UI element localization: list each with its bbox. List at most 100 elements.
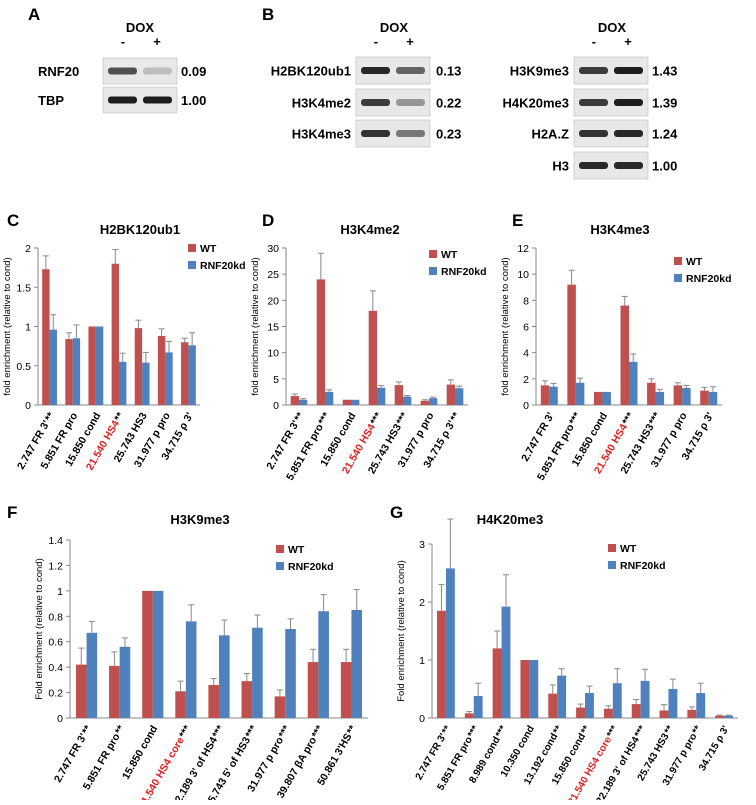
bar-rnf20kd: [49, 329, 57, 405]
bar-wt: [208, 684, 219, 718]
blot-plus-sign: +: [153, 34, 161, 49]
y-tick-label: 0: [273, 400, 279, 412]
y-tick-label: 0: [57, 713, 63, 725]
bar-wt: [620, 305, 629, 405]
blot-row-label: H3K9me3: [510, 64, 569, 79]
y-tick-label: 1.5: [16, 282, 31, 294]
bar-wt: [647, 382, 656, 405]
bar-wt: [65, 339, 73, 405]
bar-rnf20kd: [351, 399, 360, 405]
bar-wt: [368, 310, 377, 405]
bar-rnf20kd: [351, 609, 363, 718]
bar-rnf20kd: [629, 361, 638, 405]
legend-label: WT: [441, 249, 458, 261]
blot-band-plus: [143, 67, 172, 75]
panel-letter-f: F: [7, 503, 17, 522]
bar-rnf20kd: [575, 382, 585, 405]
bar-wt: [316, 279, 325, 405]
panel-letter-b: B: [262, 5, 274, 24]
legend-label: WT: [620, 543, 637, 555]
blot-panel-A: A DOX- + RNF20 0.09 TBP 1.00: [28, 5, 206, 114]
y-tick-label: 4: [523, 348, 529, 360]
blot-band-minus: [361, 130, 390, 137]
y-axis-label: fold enrichment (relative to cond): [250, 257, 261, 395]
bar-rnf20kd: [119, 361, 127, 405]
legend-swatch-rnf20kd: [674, 274, 682, 282]
blot-ratio: 0.22: [436, 96, 461, 111]
panel-letter-d: D: [262, 211, 274, 230]
chart-title: H2BK120ub1: [100, 222, 180, 237]
blot-band-minus: [108, 96, 137, 104]
legend-swatch-wt: [608, 544, 616, 552]
bar-wt: [437, 610, 446, 718]
bar-rnf20kd: [377, 387, 386, 405]
legend-label: WT: [200, 243, 217, 255]
chart-title: H4K20me3: [477, 512, 544, 527]
bar-rnf20kd: [640, 680, 650, 718]
blot-band-plus: [614, 99, 643, 106]
blot-dox-header: DOX: [380, 20, 409, 35]
bar-wt: [157, 335, 166, 405]
bar-rnf20kd: [429, 398, 438, 405]
blot-dox-header: DOX: [126, 20, 155, 35]
bar-wt: [593, 391, 603, 405]
blot-plus-sign: +: [406, 34, 414, 49]
bar-rnf20kd: [612, 683, 622, 718]
bar-rnf20kd: [325, 391, 334, 405]
legend-swatch-wt: [674, 257, 682, 265]
chart-title: H3K4me2: [340, 222, 399, 237]
blot-band-plus: [614, 130, 643, 137]
bar-wt: [631, 704, 641, 718]
bar-wt: [540, 385, 550, 405]
bar-rnf20kd: [219, 635, 230, 718]
y-tick-label: 0.6: [48, 637, 63, 649]
panel-letter-c: C: [7, 211, 19, 230]
chart-c: C H2BK120ub1 0 0.5 1 1.5 2 fold enrichment (rel…: [2, 211, 246, 472]
y-tick-label: 1.2: [48, 560, 63, 572]
bar-rnf20kd: [165, 352, 173, 405]
bar-wt: [111, 263, 119, 405]
blot-row-label: H4K20me3: [503, 96, 570, 111]
blot-ratio: 0.09: [181, 64, 206, 79]
bar-rnf20kd: [529, 660, 539, 718]
bar-rnf20kd: [403, 396, 412, 405]
blot-row-label: H2BK120ub1: [271, 64, 351, 79]
panel-letter-g: G: [390, 503, 403, 522]
legend-swatch-rnf20kd: [608, 561, 616, 569]
y-tick-label: 0.5: [16, 361, 31, 373]
bar-rnf20kd: [473, 695, 483, 718]
y-tick-label: 2: [419, 597, 425, 609]
legend-label: RNF20kd: [620, 560, 666, 572]
blot-band-minus: [579, 67, 608, 74]
legend-swatch-rnf20kd: [429, 267, 437, 275]
y-tick-label: 0.4: [48, 662, 63, 674]
x-category-label: 22.189 3' of HS4***: [594, 724, 648, 800]
chart-g: G H4K20me3 0 1 2 3 Fold enrichment (relative t…: [390, 503, 738, 805]
panel-letter-a: A: [28, 5, 40, 24]
bar-rnf20kd: [585, 693, 594, 718]
bar-rnf20kd: [95, 326, 104, 405]
y-tick-label: 6: [523, 322, 529, 334]
bar-wt: [548, 693, 558, 718]
bar-rnf20kd: [708, 391, 718, 405]
y-tick-label: 30: [267, 243, 279, 255]
blot-band-minus: [361, 99, 390, 106]
blot-minus-sign: -: [121, 34, 125, 49]
panel-letter-e: E: [512, 211, 523, 230]
bar-wt: [241, 681, 253, 718]
blot-band-minus: [108, 67, 137, 75]
blot-plus-sign: +: [624, 34, 632, 49]
category-name: 2.747 FR 3': [52, 731, 90, 784]
y-tick-label: 15: [267, 322, 279, 334]
legend-swatch-wt: [429, 250, 437, 258]
bar-rnf20kd: [86, 632, 98, 718]
significance-stars: ***: [466, 724, 481, 740]
legend-label: WT: [288, 544, 305, 556]
bar-wt: [175, 691, 186, 718]
blot-band-minus: [579, 130, 608, 137]
bar-wt: [88, 326, 96, 405]
bar-rnf20kd: [455, 388, 464, 405]
